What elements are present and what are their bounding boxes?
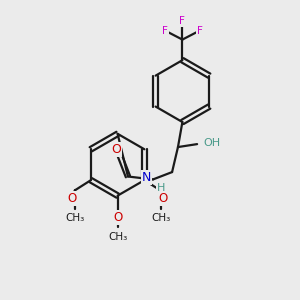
Text: F: F	[179, 16, 185, 26]
Text: F: F	[197, 26, 203, 36]
Text: O: O	[68, 192, 77, 205]
Text: O: O	[158, 192, 168, 205]
Text: F: F	[162, 26, 168, 36]
Text: N: N	[142, 171, 152, 184]
Text: O: O	[113, 211, 122, 224]
Text: CH₃: CH₃	[108, 232, 127, 242]
Text: O: O	[111, 143, 121, 156]
Text: H: H	[157, 183, 165, 193]
Text: CH₃: CH₃	[65, 214, 84, 224]
Text: OH: OH	[203, 138, 220, 148]
Text: CH₃: CH₃	[151, 214, 170, 224]
